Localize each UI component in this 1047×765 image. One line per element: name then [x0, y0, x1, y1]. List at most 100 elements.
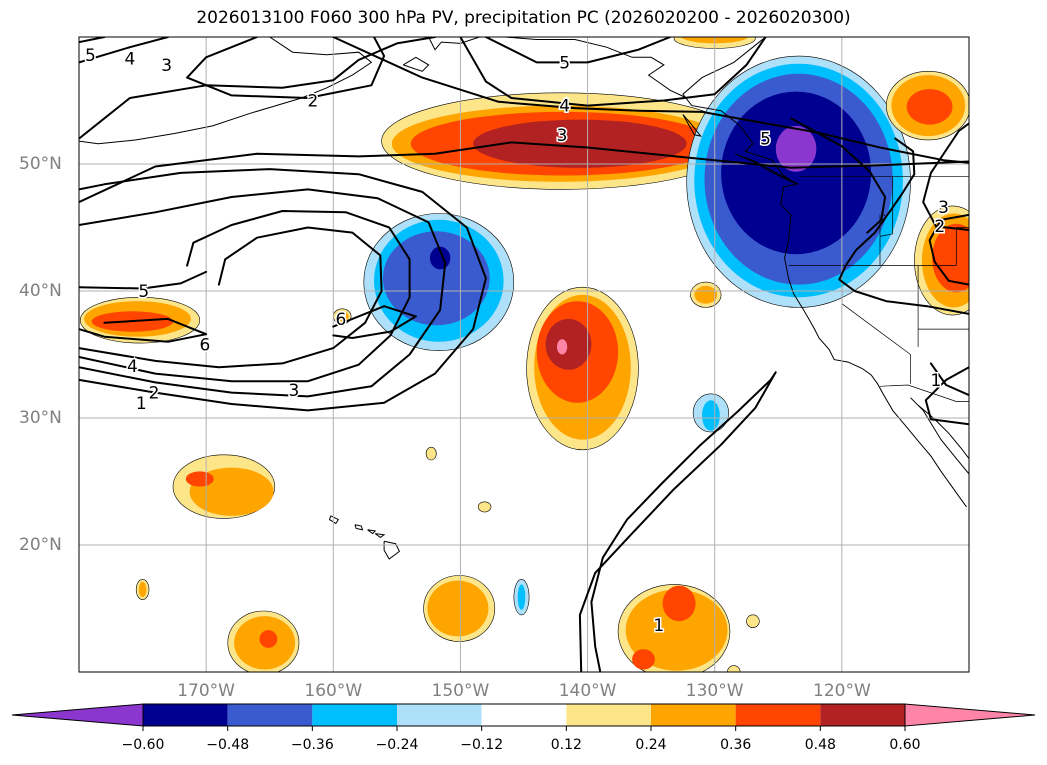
pv-contour-label: 5: [760, 130, 771, 150]
latitude-label: 50°N: [19, 154, 62, 174]
pv-contour-label: 4: [127, 357, 138, 377]
precip-area: [477, 501, 492, 513]
precip-area: [335, 311, 349, 322]
pv-contour-label: 3: [557, 126, 568, 146]
pv-contour-label: 5: [85, 46, 96, 66]
pv-contour-2: [459, 37, 767, 107]
colorbar-cell: [227, 704, 313, 726]
coastline: [504, 37, 687, 99]
pv-contour-2: [79, 37, 436, 140]
latitude-label: 20°N: [19, 535, 62, 555]
precip-area: [545, 318, 592, 370]
precip-area: [427, 580, 489, 637]
colorbar-tick-label: −0.36: [290, 737, 334, 753]
colorbar-tick-label: −0.12: [460, 737, 504, 753]
pv-contour-1: [924, 366, 969, 426]
precip-area: [517, 584, 526, 610]
precip-area: [775, 125, 817, 172]
coastline: [383, 540, 401, 560]
pv-contour-1: [578, 371, 777, 672]
pv-contour-label: 4: [559, 97, 570, 117]
precip-area: [138, 581, 147, 598]
precip-area: [259, 630, 278, 648]
coastline: [374, 533, 386, 539]
map-title: 2026013100 F060 300 hPa PV, precipitatio…: [196, 8, 851, 28]
colorbar-extend-high: [904, 703, 1036, 727]
pv-contour-label: 2: [149, 384, 160, 404]
pv-contour-label: 1: [930, 371, 941, 391]
pv-contour-label: 5: [559, 53, 570, 73]
precip-area: [694, 285, 718, 304]
pv-contour-5: [79, 37, 106, 44]
pv-contour-1: [79, 168, 487, 412]
colorbar-tick-label: 0.48: [804, 737, 836, 753]
colorbar-tick-label: 0.12: [550, 737, 582, 753]
colorbar-extend-low: [11, 703, 144, 727]
pv-contour-5: [79, 270, 208, 290]
pv-contour-1: [922, 122, 969, 231]
coastline: [79, 37, 373, 145]
coastline: [910, 397, 969, 475]
precip-area: [425, 446, 437, 461]
pv-contour-label: 3: [288, 381, 299, 401]
coastline: [402, 56, 430, 72]
state-border: [879, 384, 969, 402]
colorbar-cell: [143, 704, 228, 726]
precip-area: [185, 471, 214, 487]
pv-contour-label: 6: [335, 310, 346, 330]
longitude-label: 130°W: [685, 681, 744, 701]
precip-area: [625, 589, 728, 671]
precip-area: [702, 400, 720, 431]
precip-area: [557, 339, 568, 355]
colorbar-cell: [566, 704, 651, 726]
gridlines: [79, 37, 969, 672]
pv-contour-label: 5: [138, 282, 149, 302]
pv-contour-layer: [79, 37, 969, 672]
colorbar: [11, 703, 1036, 731]
longitude-label: 120°W: [813, 681, 871, 701]
colorbar-tick-label: 0.24: [635, 737, 667, 753]
pv-contour-3: [928, 213, 969, 286]
pv-contour-4: [79, 226, 383, 369]
latitude-label: 40°N: [19, 281, 62, 301]
colorbar-cell: [312, 704, 397, 726]
longitude-label: 150°W: [431, 681, 490, 701]
coastline: [682, 37, 967, 508]
pv-contour-5: [484, 37, 672, 64]
pv-contour-label: 6: [199, 335, 210, 355]
latitude-label: 30°N: [19, 408, 62, 428]
state-border: [879, 176, 894, 237]
pv-contour-label: 3: [161, 56, 172, 76]
colorbar-cell: [820, 704, 905, 726]
longitude-label: 160°W: [304, 681, 363, 701]
pv-contour-label: 1: [653, 616, 664, 636]
colorbar-tick-label: 0.60: [889, 737, 921, 753]
longitude-label: 170°W: [177, 681, 235, 701]
pv-contour-label: 4: [124, 50, 135, 70]
precip-area: [746, 614, 760, 628]
pv-contour-5: [790, 117, 887, 234]
pv-contour-label: 2: [934, 217, 945, 237]
colorbar-frame: [142, 703, 906, 727]
pv-contour-4: [79, 37, 169, 64]
precip-area: [662, 585, 696, 622]
pv-contour-3: [186, 37, 386, 99]
colorbar-tick-label: −0.24: [375, 737, 419, 753]
pv-contour-1: [929, 362, 969, 397]
coastline: [428, 37, 480, 51]
pv-contour-label: 1: [136, 394, 147, 414]
pv-contour-3: [79, 210, 411, 383]
precip-area: [906, 89, 953, 125]
pv-contour-4: [332, 37, 969, 164]
pv-contour-2: [79, 188, 447, 398]
precipitation-layer: [79, 37, 969, 672]
colorbar-cell: [397, 704, 482, 726]
coastline: [367, 529, 377, 535]
pv-contour-label: 3: [938, 198, 949, 218]
precip-area: [632, 649, 655, 670]
colorbar-tick-label: 0.36: [720, 737, 752, 753]
coastline: [354, 524, 364, 531]
pv-contour-6: [332, 305, 417, 339]
colorbar-cell: [481, 704, 567, 726]
